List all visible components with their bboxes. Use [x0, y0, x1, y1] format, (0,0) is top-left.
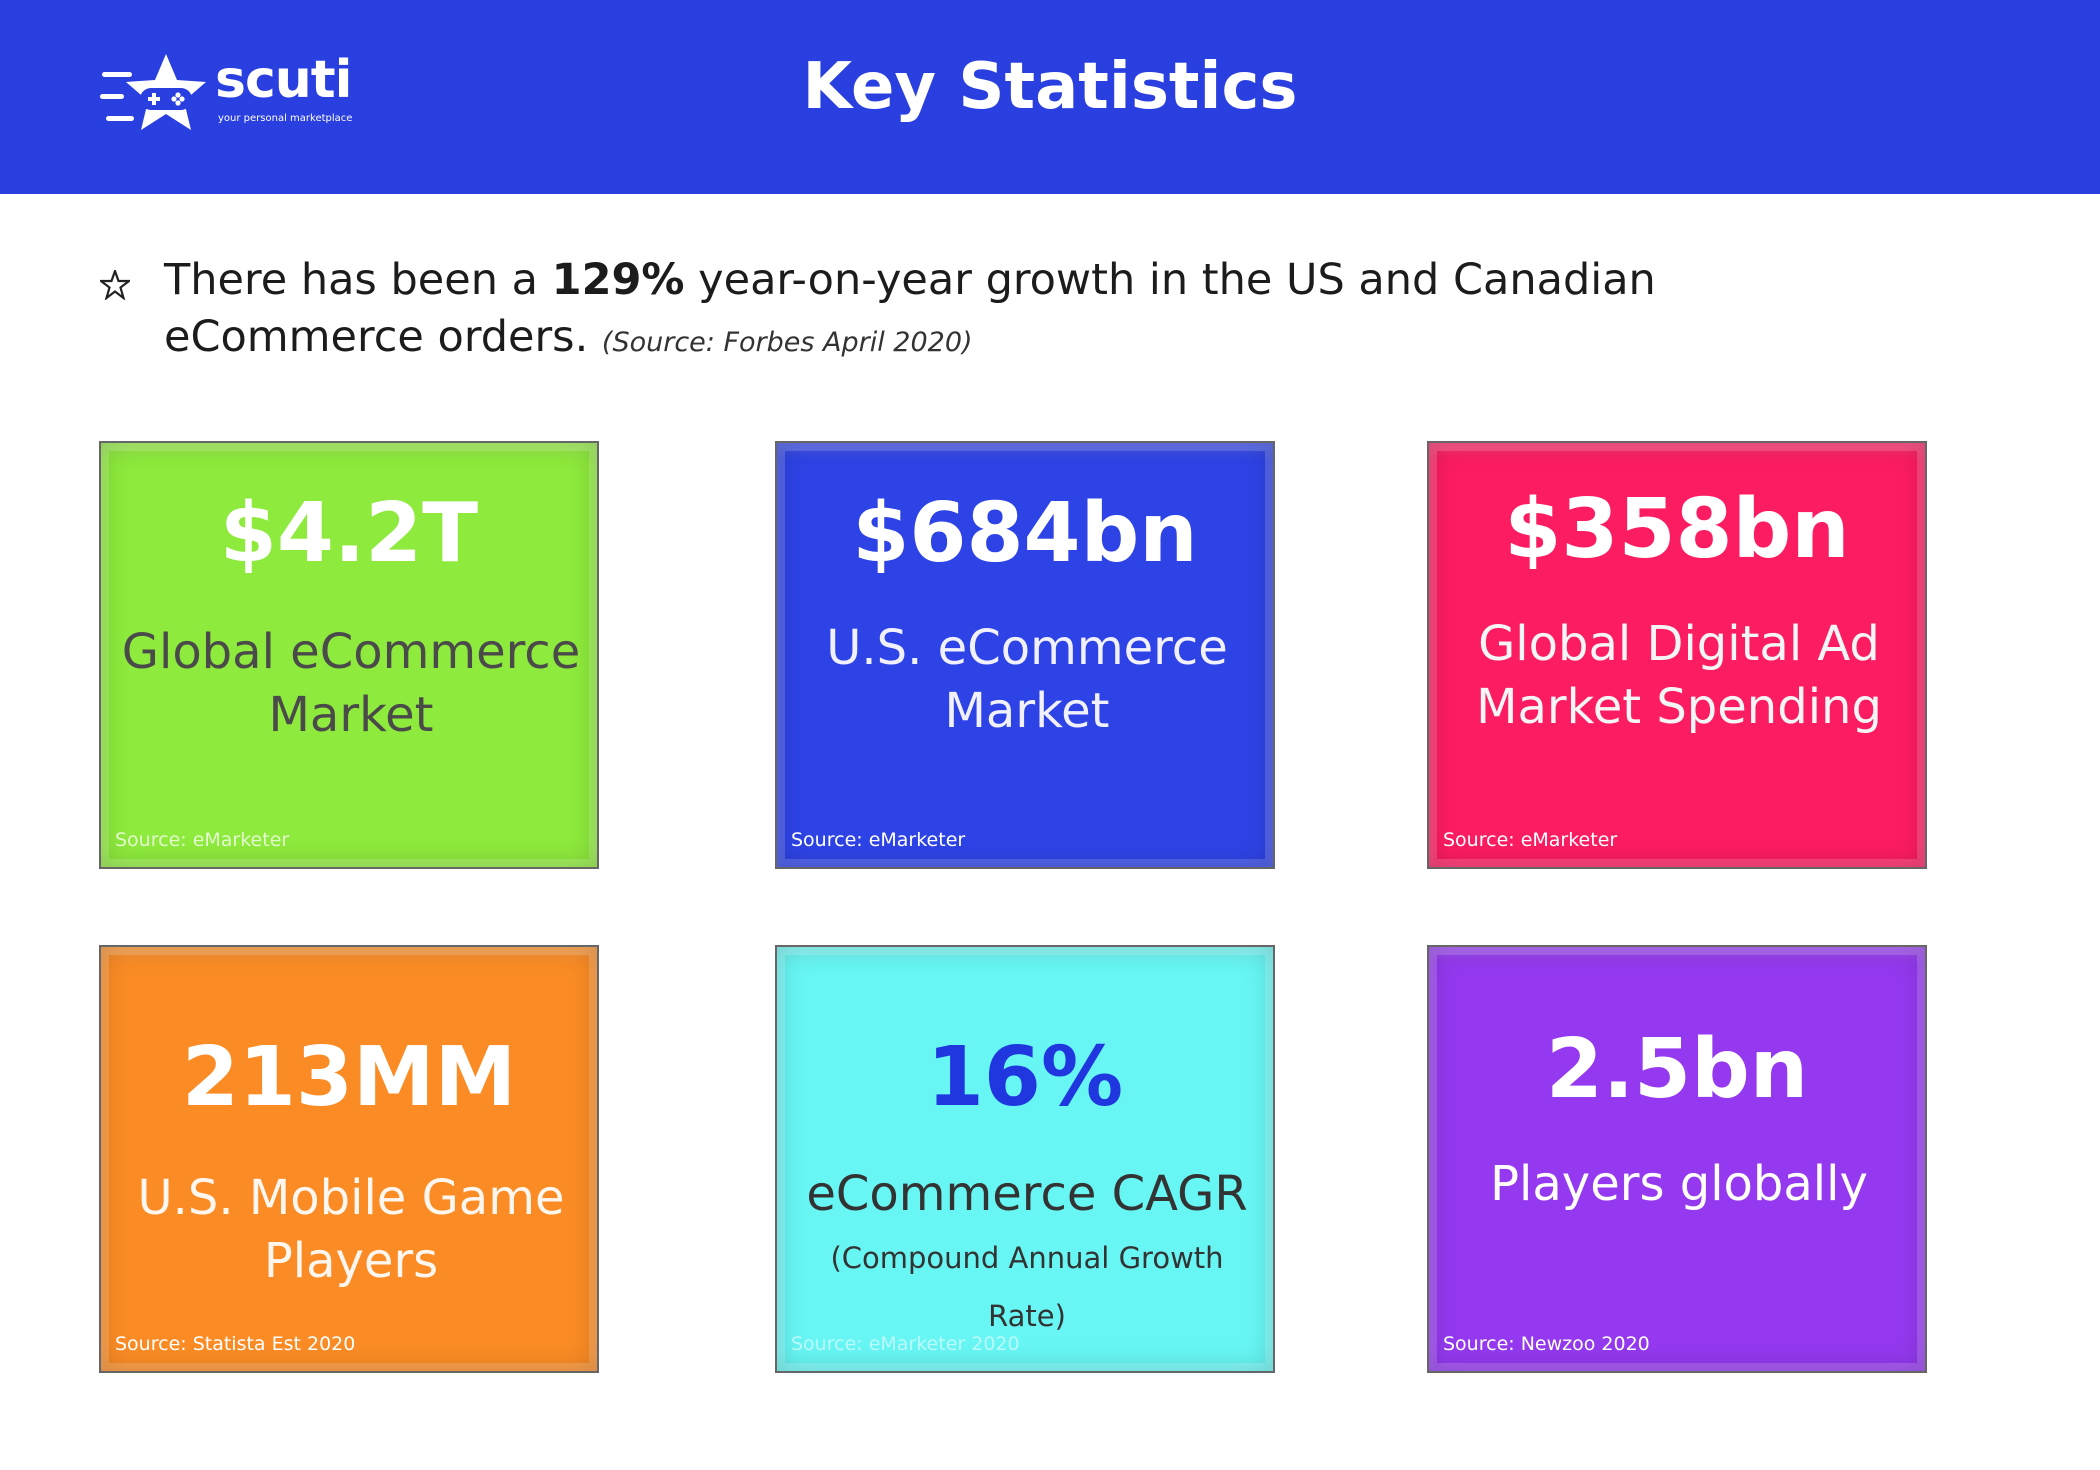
- stat-label-note: (Compound Annual Growth Rate): [830, 1241, 1224, 1333]
- logo-tagline: your personal marketplace: [218, 113, 353, 124]
- stat-source: Source: Newzoo 2020: [1443, 1333, 1650, 1355]
- stat-source: Source: eMarketer 2020: [791, 1333, 1020, 1355]
- statement-highlight: 129%: [551, 255, 685, 305]
- stat-source: Source: Statista Est 2020: [115, 1333, 356, 1355]
- stat-source: Source: eMarketer: [115, 829, 290, 851]
- stat-value: 213MM: [181, 1030, 517, 1125]
- stat-label: eCommerce CAGR (Compound Annual Growth R…: [787, 1165, 1267, 1339]
- logo-wordmark: scuti: [215, 50, 352, 110]
- stat-label-main: eCommerce CAGR: [806, 1166, 1248, 1222]
- stat-value: $4.2T: [219, 486, 479, 581]
- stat-label: Global Digital Ad Market Spending: [1476, 616, 1882, 735]
- stat-value: $684bn: [852, 486, 1198, 581]
- star-bullet-icon: [100, 270, 130, 300]
- stat-card-global-ecommerce: $4.2T Global eCommerce Market Source: eM…: [99, 441, 599, 869]
- stat-label: U.S. Mobile Game Players: [137, 1170, 565, 1289]
- header-bar: scuti your personal marketplace Key Stat…: [0, 0, 2100, 194]
- stat-value: 16%: [926, 1030, 1124, 1125]
- page-title: Key Statistics: [802, 50, 1298, 124]
- statement-text-after: year-on-year growth in the US and Canadi…: [164, 255, 1656, 362]
- stat-source: Source: eMarketer: [1443, 829, 1618, 851]
- statement-source: (Source: Forbes April 2020): [601, 327, 973, 358]
- scuti-logo[interactable]: scuti your personal marketplace: [100, 50, 360, 140]
- stat-card-ecommerce-cagr: 16% eCommerce CAGR (Compound Annual Grow…: [775, 945, 1275, 1373]
- stat-label: Global eCommerce Market: [121, 624, 581, 743]
- star-gamepad-icon: [100, 54, 206, 130]
- stat-source: Source: eMarketer: [791, 829, 966, 851]
- stat-value: $358bn: [1504, 482, 1850, 577]
- stat-card-us-ecommerce: $684bn U.S. eCommerce Market Source: eMa…: [775, 441, 1275, 869]
- stat-label: Players globally: [1490, 1156, 1868, 1212]
- stat-card-players-globally: 2.5bn Players globally Source: Newzoo 20…: [1427, 945, 1927, 1373]
- stat-label: U.S. eCommerce Market: [826, 620, 1228, 739]
- statement-text-before: There has been a: [164, 255, 552, 305]
- stat-value: 2.5bn: [1545, 1022, 1809, 1117]
- growth-statement: There has been a 129% year-on-year growt…: [164, 252, 1864, 371]
- stat-card-mobile-game-players: 213MM U.S. Mobile Game Players Source: S…: [99, 945, 599, 1373]
- stat-card-digital-ad-spending: $358bn Global Digital Ad Market Spending…: [1427, 441, 1927, 869]
